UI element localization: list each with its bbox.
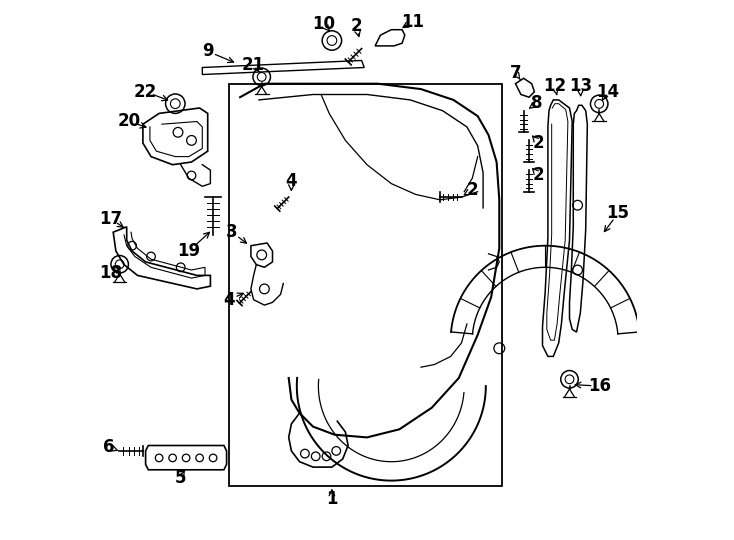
Text: 9: 9 <box>202 42 214 60</box>
Text: 7: 7 <box>509 64 521 82</box>
Text: 12: 12 <box>543 77 567 96</box>
Text: 13: 13 <box>569 77 592 96</box>
Text: 11: 11 <box>401 12 424 31</box>
Text: 16: 16 <box>588 377 611 395</box>
Text: 2: 2 <box>467 181 478 199</box>
Text: 2: 2 <box>350 17 362 35</box>
Text: 22: 22 <box>134 83 157 101</box>
Text: 10: 10 <box>312 15 335 33</box>
Text: 20: 20 <box>118 112 141 131</box>
Text: 15: 15 <box>606 204 630 222</box>
Text: 17: 17 <box>99 210 122 228</box>
Text: 2: 2 <box>533 166 545 185</box>
Text: 3: 3 <box>226 223 238 241</box>
Bar <box>229 84 502 486</box>
Text: 19: 19 <box>177 242 200 260</box>
Text: 21: 21 <box>242 56 265 74</box>
Text: 5: 5 <box>175 469 186 487</box>
Text: 4: 4 <box>223 291 235 309</box>
Text: 8: 8 <box>531 93 543 112</box>
Text: 2: 2 <box>533 134 545 152</box>
Text: 4: 4 <box>286 172 297 190</box>
Text: 6: 6 <box>103 438 115 456</box>
Text: 14: 14 <box>596 83 619 101</box>
Text: 1: 1 <box>326 490 338 509</box>
Text: 18: 18 <box>99 264 122 282</box>
